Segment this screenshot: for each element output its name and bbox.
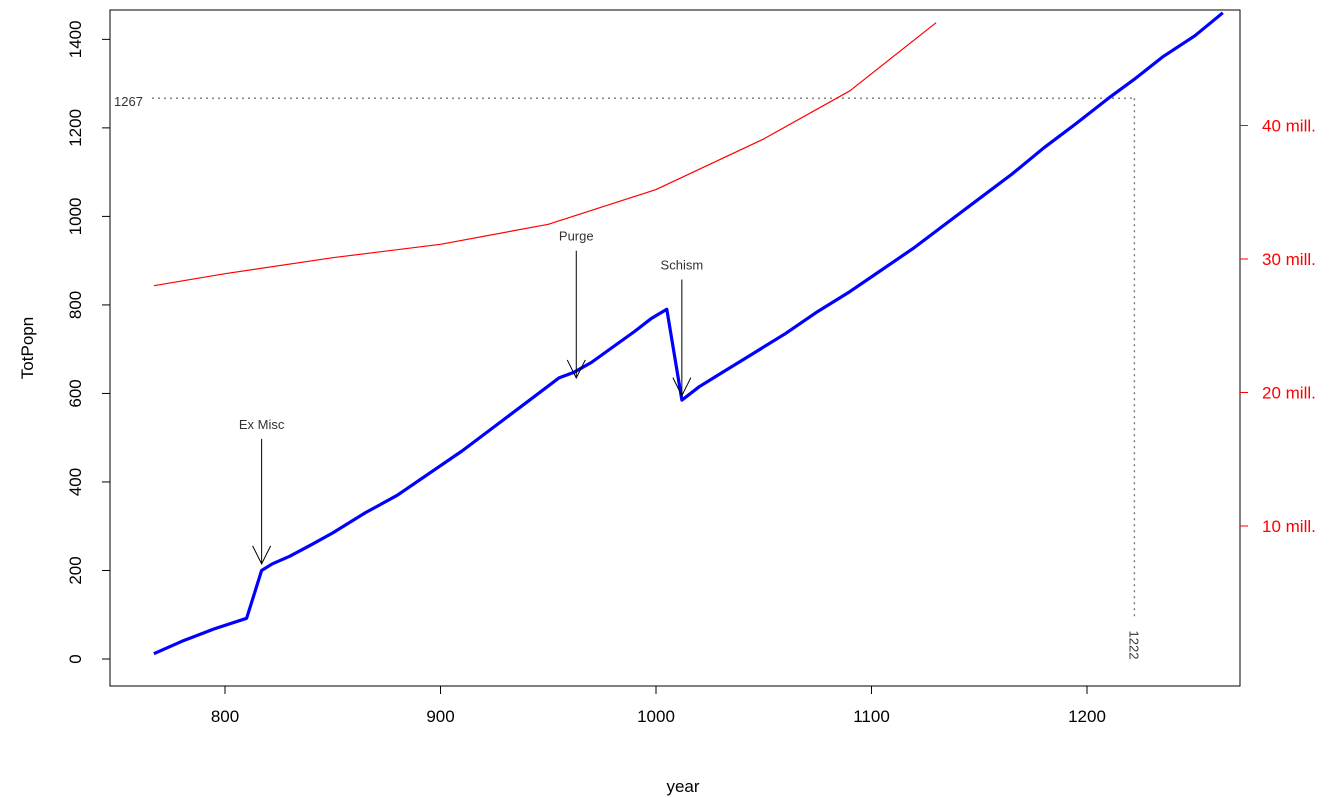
annotation-label: Schism bbox=[661, 258, 704, 273]
series-line-blue bbox=[153, 11, 1224, 656]
x-tick-label: 1000 bbox=[637, 707, 675, 726]
right-tick-label: 40 mill. bbox=[1262, 117, 1316, 136]
reference-x-label: 1222 bbox=[1126, 631, 1141, 660]
annotation-arrow-head bbox=[672, 377, 692, 397]
y-tick-label: 0 bbox=[66, 654, 85, 663]
right-tick-label: 10 mill. bbox=[1262, 517, 1316, 536]
x-tick-label: 900 bbox=[426, 707, 454, 726]
y-tick-label: 800 bbox=[66, 291, 85, 319]
y-tick-label: 1400 bbox=[66, 20, 85, 58]
x-tick-label: 1100 bbox=[853, 707, 890, 726]
y-axis-title: TotPopn bbox=[18, 317, 37, 379]
x-tick-label: 800 bbox=[211, 707, 239, 726]
y-tick-label: 400 bbox=[66, 468, 85, 496]
series-line-red bbox=[153, 22, 937, 287]
plot-frame bbox=[109, 9, 1241, 687]
annotation-label: Ex Misc bbox=[239, 417, 285, 432]
annotation-arrow-head bbox=[566, 359, 586, 380]
x-axis-title: year bbox=[666, 777, 699, 796]
annotation-label: Purge bbox=[559, 229, 594, 244]
right-tick-label: 30 mill. bbox=[1262, 250, 1316, 269]
reference-y-label: 1267 bbox=[114, 94, 143, 109]
y-tick-label: 600 bbox=[66, 379, 85, 407]
right-tick-label: 20 mill. bbox=[1262, 384, 1316, 403]
annotation-arrow-head bbox=[252, 545, 272, 565]
y-tick-label: 1200 bbox=[66, 109, 85, 147]
x-tick-label: 1200 bbox=[1068, 707, 1106, 726]
y-tick-label: 1000 bbox=[66, 197, 85, 235]
y-tick-label: 200 bbox=[66, 556, 85, 584]
